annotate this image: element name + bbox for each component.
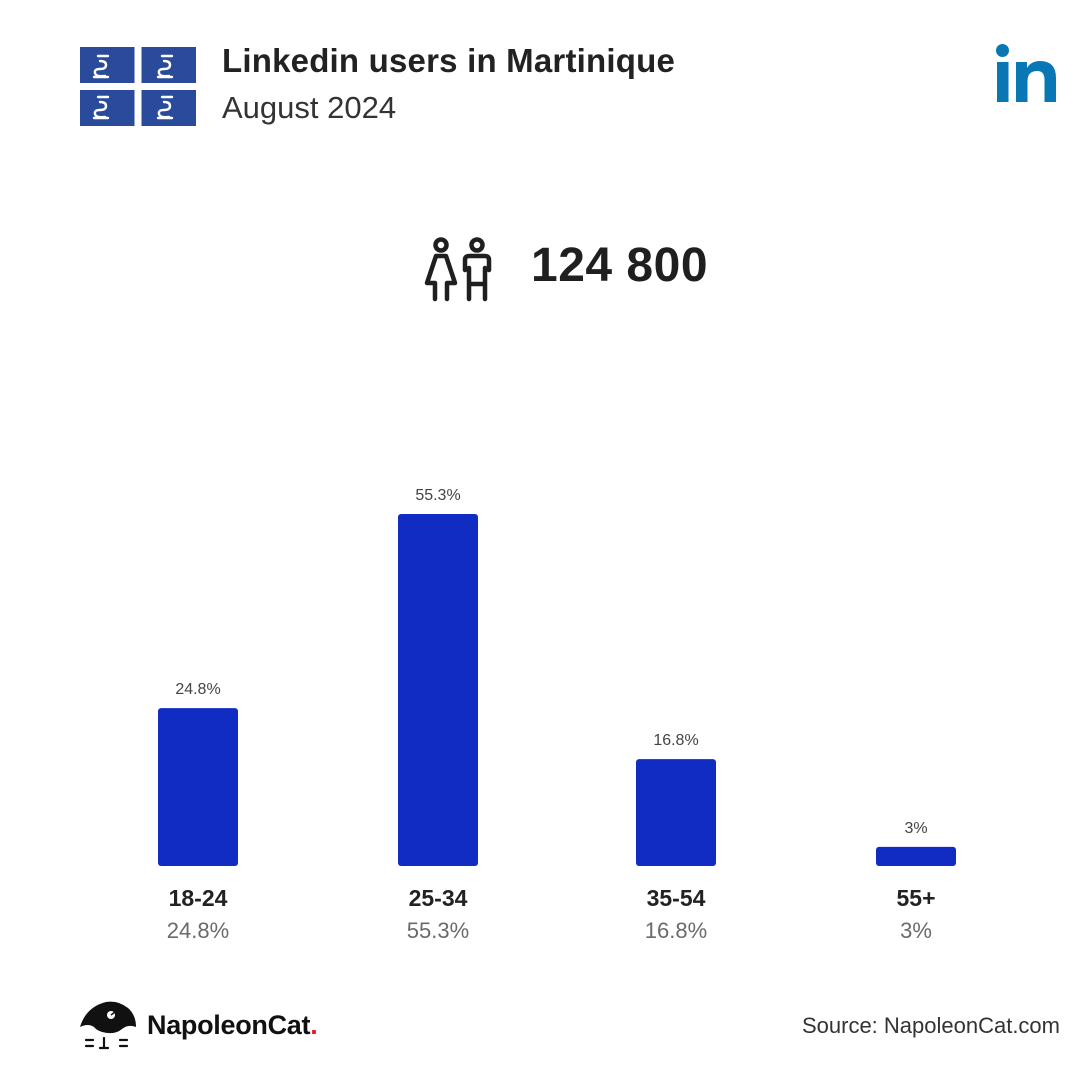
total-users-value: 124 800 [531,239,709,292]
bar-35-54 [636,759,716,866]
napoleoncat-logo-icon [80,1001,136,1050]
bar-value-label: 55.3% [415,487,460,504]
category-percent-label: 24.8% [167,918,229,943]
category-label: 35-54 [647,885,706,911]
bar-value-label: 16.8% [653,732,698,749]
bar-value-label: 3% [904,820,927,837]
martinique-flag-icon [80,47,196,126]
category-percent-label: 55.3% [407,918,469,943]
bar-25-34 [398,514,478,866]
category-label: 25-34 [409,885,468,911]
category-label: 18-24 [169,885,228,911]
page-subtitle: August 2024 [222,90,397,125]
page-title: Linkedin users in Martinique [222,42,676,79]
category-label: 55+ [896,885,935,911]
category-percent-label: 16.8% [645,918,707,943]
linkedin-logo-icon [996,44,1056,102]
brand-name: NapoleonCat. [147,1010,318,1040]
source-text: Source: NapoleonCat.com [801,1013,1060,1038]
bar-value-label: 24.8% [175,681,220,698]
bar-55+ [876,846,956,866]
people-icon [424,237,492,302]
bar-18-24 [158,708,238,866]
category-percent-label: 3% [900,918,932,943]
